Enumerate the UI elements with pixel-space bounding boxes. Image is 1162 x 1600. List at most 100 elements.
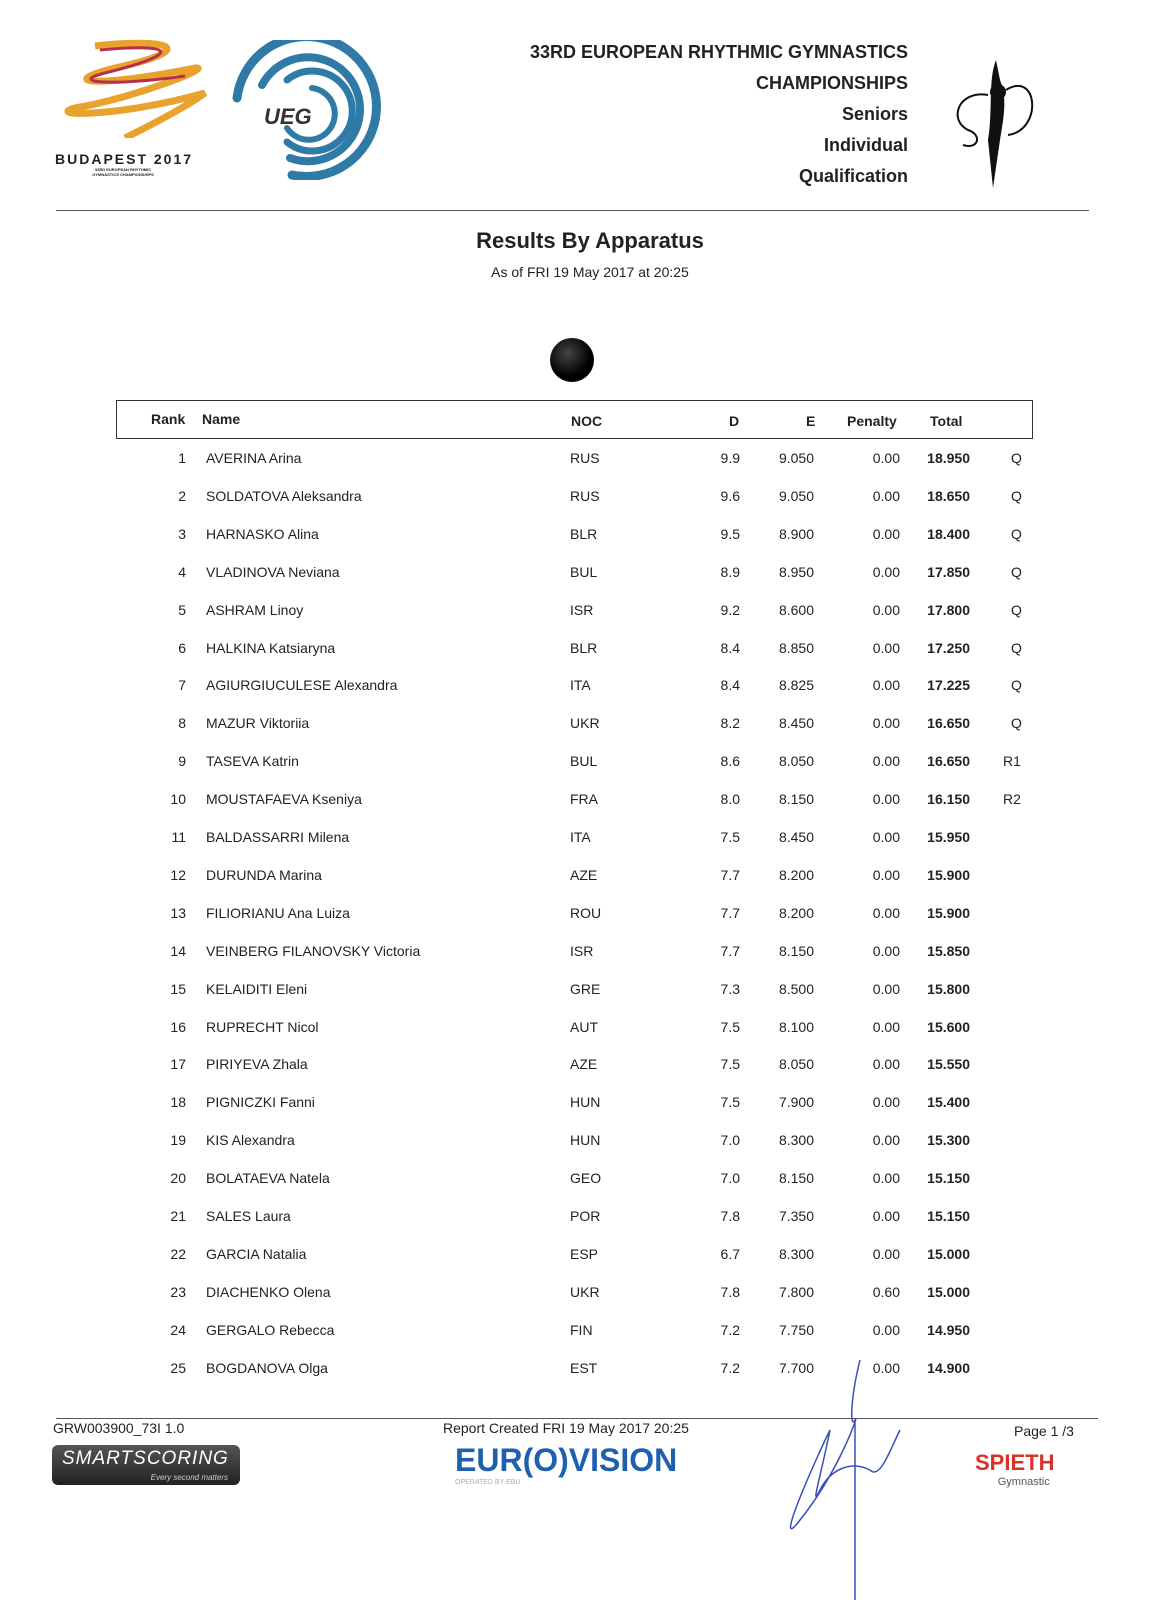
- cell-penalty: 0.00: [872, 563, 900, 580]
- cell-rank: 8: [178, 715, 186, 732]
- cell-name: RUPRECHT Nicol: [206, 1018, 319, 1035]
- cell-qualification: Q: [1011, 450, 1022, 466]
- cell-noc: RUS: [570, 487, 600, 504]
- table-row: 8 MAZUR Viktoriia UKR 8.2 8.450 0.00 16.650 Q: [0, 715, 1162, 745]
- cell-qualification: Q: [1011, 639, 1022, 656]
- cell-total: 17.250: [927, 639, 970, 656]
- cell-e: 8.500: [778, 980, 814, 997]
- cell-total: 15.800: [927, 980, 970, 997]
- cell-penalty: 0.00: [872, 791, 900, 808]
- cell-total: 16.150: [927, 791, 970, 808]
- cell-e: 8.200: [778, 866, 814, 883]
- cell-penalty: 0.00: [872, 1245, 900, 1262]
- footer-divider: [56, 1418, 1098, 1419]
- cell-e: 7.350: [778, 1208, 814, 1224]
- col-rank: Rank: [151, 411, 186, 427]
- cell-rank: 7: [178, 677, 186, 694]
- cell-name: TASEVA Katrin: [206, 753, 299, 770]
- cell-e: 8.050: [778, 1056, 814, 1073]
- cell-noc: UKR: [570, 715, 600, 732]
- budapest-logo-text: BUDAPEST 2017: [55, 151, 194, 167]
- cell-qualification: Q: [1011, 677, 1022, 694]
- cell-name: GERGALO Rebecca: [206, 1321, 335, 1338]
- spieth-logo: SPIETH Gymnastic: [975, 1450, 1054, 1488]
- cell-rank: 10: [170, 791, 186, 808]
- cell-d: 7.7: [720, 942, 740, 959]
- cell-e: 9.050: [778, 450, 814, 466]
- col-penalty: Penalty: [847, 413, 897, 429]
- table-row: 19 KIS Alexandra HUN 7.0 8.300 0.00 15.300: [0, 1132, 1162, 1162]
- cell-rank: 21: [170, 1208, 186, 1224]
- cell-e: 8.200: [778, 904, 814, 921]
- col-e: E: [806, 413, 816, 429]
- cell-noc: RUS: [570, 450, 600, 466]
- cell-total: 15.300: [927, 1132, 970, 1149]
- cell-noc: ISR: [570, 942, 594, 959]
- cell-penalty: 0.00: [872, 1056, 900, 1073]
- cell-name: SOLDATOVA Aleksandra: [206, 487, 362, 504]
- cell-penalty: 0.00: [872, 677, 900, 694]
- ueg-logo-text: UEG: [264, 104, 312, 129]
- cell-total: 15.000: [927, 1245, 970, 1262]
- cell-total: 15.900: [927, 904, 970, 921]
- cell-d: 7.2: [720, 1321, 740, 1338]
- cell-rank: 1: [178, 450, 186, 466]
- cell-total: 18.950: [927, 450, 970, 466]
- table-row: 21 SALES Laura POR 7.8 7.350 0.00 15.150: [0, 1208, 1162, 1238]
- cell-rank: 6: [178, 639, 186, 656]
- cell-e: 7.750: [778, 1321, 814, 1338]
- page-number: Page 1 /3: [1014, 1423, 1074, 1439]
- cell-noc: POR: [570, 1208, 601, 1224]
- cell-qualification: R2: [1003, 791, 1021, 808]
- cell-e: 7.900: [778, 1094, 814, 1111]
- cell-noc: ROU: [570, 904, 602, 921]
- cell-rank: 11: [171, 829, 186, 845]
- cell-name: SALES Laura: [206, 1208, 291, 1224]
- table-row: 14 VEINBERG FILANOVSKY Victoria ISR 7.7 8.15…: [0, 943, 1162, 973]
- table-row: 4 VLADINOVA Neviana BUL 8.9 8.950 0.00 17.850 Q: [0, 564, 1162, 594]
- cell-name: BALDASSARRI Milena: [206, 829, 350, 845]
- cell-rank: 15: [170, 980, 186, 997]
- cell-rank: 23: [170, 1283, 186, 1300]
- report-code: GRW003900_73I 1.0: [53, 1420, 185, 1436]
- cell-rank: 20: [170, 1170, 186, 1187]
- ueg-logo: UEG: [232, 32, 392, 182]
- cell-penalty: 0.00: [872, 715, 900, 732]
- cell-d: 9.5: [720, 525, 740, 542]
- table-row: 3 HARNASKO Alina BLR 9.5 8.900 0.00 18.400 Q: [0, 526, 1162, 556]
- col-d: D: [729, 413, 740, 429]
- table-row: 15 KELAIDITI Eleni GRE 7.3 8.500 0.00 15.800: [0, 981, 1162, 1011]
- eurovision-logo: EUR(O)VISION OPERATED BY EBU: [455, 1442, 677, 1486]
- page-title: Results By Apparatus: [476, 228, 704, 253]
- cell-d: 9.6: [720, 487, 740, 504]
- cell-penalty: 0.00: [872, 904, 900, 921]
- cell-qualification: Q: [1011, 563, 1022, 580]
- cell-total: 15.900: [927, 866, 970, 883]
- cell-total: 15.150: [927, 1208, 970, 1224]
- cell-total: 18.650: [927, 487, 970, 504]
- cell-penalty: 0.00: [872, 1132, 900, 1149]
- cell-total: 18.400: [927, 525, 970, 542]
- header-divider: [56, 210, 1089, 211]
- cell-qualification: Q: [1011, 601, 1022, 618]
- budapest-2017-logo: BUDAPEST 2017 33RD EUROPEAN RHYTHMIC GYM…: [55, 38, 215, 178]
- event-title-line1: 33RD EUROPEAN RHYTHMIC GYMNASTICS: [529, 42, 908, 62]
- cell-name: AGIURGIUCULESE Alexandra: [206, 677, 398, 694]
- cell-noc: HUN: [570, 1094, 601, 1111]
- cell-e: 8.100: [778, 1018, 814, 1035]
- cell-rank: 19: [170, 1132, 186, 1149]
- cell-d: 7.5: [720, 1094, 740, 1111]
- cell-penalty: 0.00: [872, 450, 900, 466]
- col-name: Name: [202, 411, 241, 427]
- cell-rank: 5: [178, 601, 186, 618]
- table-row: 24 GERGALO Rebecca FIN 7.2 7.750 0.00 14.950: [0, 1322, 1162, 1352]
- as-of-timestamp: As of FRI 19 May 2017 at 20:25: [491, 264, 689, 280]
- cell-qualification: Q: [1011, 487, 1022, 504]
- budapest-logo-sub: 33RD EUROPEAN RHYTHMIC GYMNASTICS CHAMPI…: [92, 167, 154, 177]
- cell-noc: ITA: [570, 829, 591, 845]
- cell-e: 9.050: [778, 487, 814, 504]
- cell-penalty: 0.00: [872, 1359, 900, 1376]
- cell-d: 9.2: [720, 601, 740, 618]
- cell-d: 7.5: [720, 1056, 740, 1073]
- cell-name: BOGDANOVA Olga: [206, 1359, 328, 1376]
